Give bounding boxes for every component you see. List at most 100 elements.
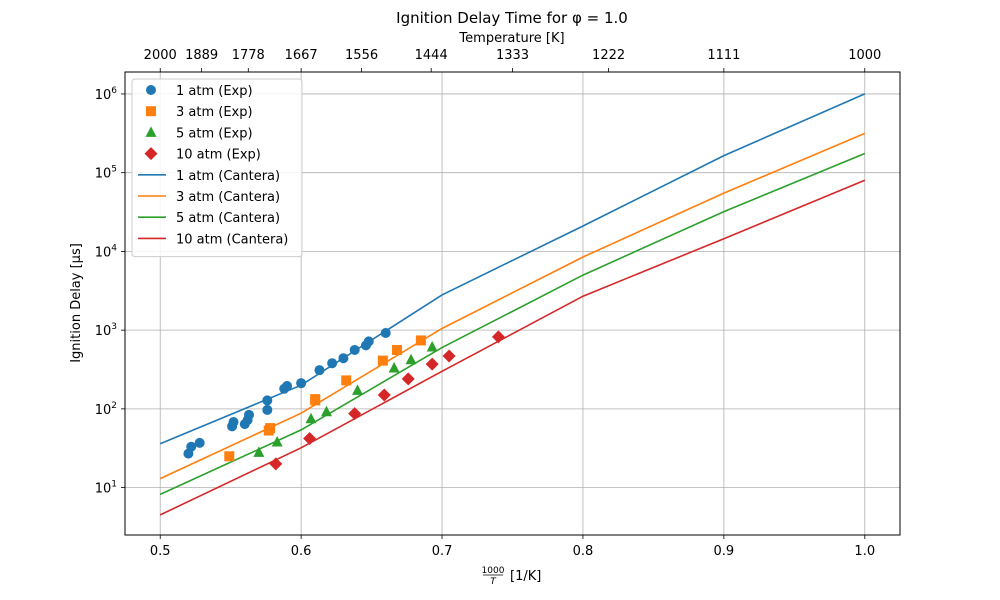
- data-point: [253, 446, 265, 457]
- data-point: [271, 435, 283, 447]
- x-tick-label: 0.7: [432, 544, 453, 559]
- model-line: [159, 179, 866, 516]
- top-tick-label: 1778: [232, 48, 265, 63]
- data-point: [194, 437, 205, 448]
- data-point: [415, 335, 426, 346]
- y-tick-base: 10: [95, 403, 112, 418]
- y-tick-label: 106: [95, 86, 118, 103]
- data-point: [186, 441, 197, 452]
- data-point: [269, 457, 283, 471]
- x-tick-label: 1.0: [854, 544, 875, 559]
- legend: 1 atm (Exp) 3 atm (Exp) 5 atm (Exp) 10 atm …: [131, 78, 303, 258]
- legend-box: [131, 78, 303, 258]
- data-point: [405, 353, 417, 365]
- y-tick-base: 10: [95, 324, 112, 339]
- data-point: [262, 404, 273, 415]
- x-tick-label: 0.6: [291, 544, 312, 559]
- x-tick-label: 0.9: [714, 544, 735, 559]
- data-point: [296, 378, 307, 389]
- top-temperature-axis: 2000 1889 1778 1667 1556 1444 1333 1222 1111 1000: [144, 48, 881, 72]
- data-point: [425, 357, 439, 371]
- data-point: [380, 327, 391, 338]
- data-point: [310, 394, 321, 405]
- top-tick-label: 1444: [415, 48, 448, 63]
- data-point: [363, 336, 374, 347]
- y-tick-label: 104: [95, 243, 118, 260]
- x-axis-fraction-numerator: 1000: [482, 566, 505, 576]
- data-point: [265, 423, 276, 434]
- data-point: [321, 405, 332, 417]
- y-axis-title: Ignition Delay [μs]: [69, 243, 84, 363]
- y-tick-base: 10: [95, 245, 112, 260]
- data-point: [401, 372, 415, 386]
- legend-marker: [145, 126, 157, 137]
- data-point: [327, 358, 338, 369]
- legend-label: 10 atm (Exp): [176, 148, 261, 163]
- data-point: [349, 344, 360, 355]
- y-tick-base: 10: [95, 167, 112, 182]
- top-tick-label: 1000: [848, 48, 881, 63]
- data-point: [377, 388, 391, 402]
- data-point: [442, 349, 456, 363]
- legend-marker: [146, 106, 156, 117]
- y-tick-label: 105: [95, 165, 117, 182]
- legend-label: 3 atm (Exp): [176, 105, 253, 120]
- y-tick-exponent: 2: [111, 401, 117, 411]
- y-tick-base: 10: [95, 88, 112, 103]
- y-tick-exponent: 1: [111, 480, 117, 490]
- top-tick-label: 1333: [496, 48, 529, 63]
- y-tick-exponent: 4: [111, 243, 117, 253]
- data-point: [491, 330, 505, 344]
- top-tick-label: 1222: [592, 48, 625, 63]
- data-point: [391, 344, 402, 355]
- data-point: [244, 409, 254, 420]
- data-point: [228, 417, 239, 428]
- top-axis-title: Temperature [K]: [458, 31, 564, 46]
- legend-label: 5 atm (Cantera): [176, 211, 280, 226]
- data-point: [338, 353, 349, 364]
- y-tick-label: 102: [95, 401, 117, 418]
- x-axis-unit: [1/K]: [510, 569, 541, 584]
- x-axis-fraction-denominator: T: [490, 577, 497, 587]
- data-point: [305, 412, 317, 424]
- data-point: [426, 341, 438, 352]
- data-point: [352, 384, 363, 395]
- data-point: [341, 375, 352, 386]
- model-lines: [159, 93, 866, 516]
- y-tick-exponent: 3: [111, 322, 117, 332]
- legend-label: 3 atm (Cantera): [176, 190, 280, 205]
- data-point: [282, 381, 293, 392]
- data-point: [348, 407, 362, 421]
- data-point: [388, 362, 400, 373]
- chart-title: Ignition Delay Time for φ = 1.0: [396, 9, 628, 27]
- top-tick-label: 1111: [707, 48, 740, 63]
- data-point: [303, 432, 317, 446]
- y-tick-exponent: 5: [111, 165, 117, 175]
- data-point: [262, 395, 273, 406]
- legend-label: 10 atm (Cantera): [176, 232, 288, 247]
- y-tick-base: 10: [95, 482, 112, 497]
- experimental-points: [183, 327, 505, 471]
- legend-marker: [146, 85, 156, 95]
- data-point: [314, 365, 325, 376]
- y-tick-exponent: 6: [111, 86, 117, 96]
- top-tick-label: 2000: [144, 48, 177, 63]
- x-tick-label: 0.8: [573, 544, 594, 559]
- x-tick-label: 0.5: [150, 544, 171, 559]
- data-point: [224, 451, 235, 462]
- data-point: [377, 355, 388, 366]
- top-tick-label: 1667: [285, 48, 318, 63]
- model-line: [159, 132, 866, 480]
- top-tick-label: 1556: [345, 48, 378, 63]
- legend-label: 5 atm (Exp): [176, 126, 253, 141]
- legend-marker: [144, 147, 158, 161]
- top-tick-label: 1889: [185, 48, 218, 63]
- y-tick-label: 103: [95, 322, 117, 339]
- bottom-x-axis: 0.5 0.6 0.7 0.8 0.9 1.0: [150, 535, 875, 559]
- x-axis-title: 1000 T [1/K]: [482, 566, 542, 587]
- y-tick-label: 101: [95, 480, 117, 497]
- model-line: [159, 93, 866, 445]
- legend-label: 1 atm (Exp): [176, 84, 253, 99]
